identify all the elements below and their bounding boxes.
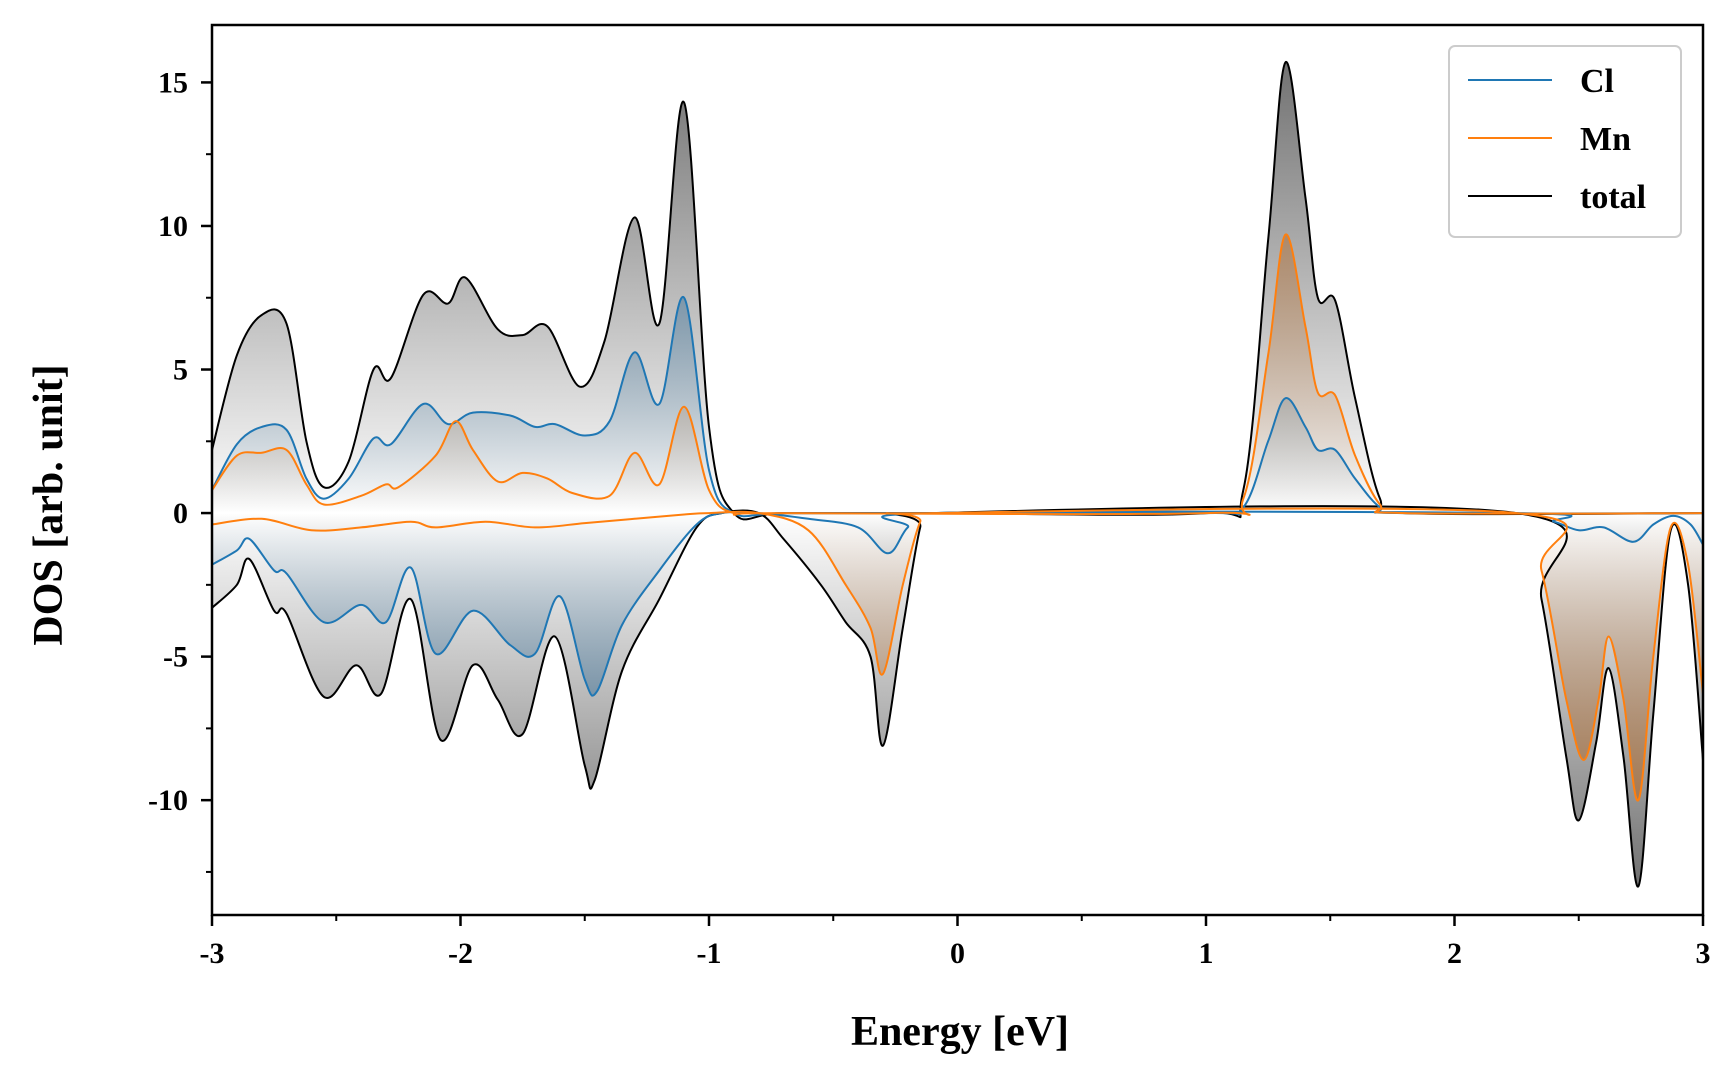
series-layer bbox=[211, 61, 1704, 888]
series-total-down-line bbox=[211, 505, 1704, 888]
y-tick-label: -10 bbox=[148, 784, 188, 817]
legend-box bbox=[1448, 45, 1682, 238]
legend-label-total: total bbox=[1580, 179, 1646, 216]
y-tick-label: 0 bbox=[173, 497, 188, 530]
x-tick-label: -1 bbox=[697, 937, 722, 970]
y-tick-label: 15 bbox=[158, 66, 188, 99]
x-axis-label: Energy [eV] bbox=[851, 1009, 1069, 1055]
x-tick-label: 1 bbox=[1199, 937, 1214, 970]
y-tick-label: -5 bbox=[163, 641, 188, 674]
series-mn-down-line bbox=[211, 507, 1704, 802]
series-cl-up-line bbox=[211, 296, 1704, 518]
x-tick-label: -2 bbox=[448, 937, 473, 970]
y-tick-label: 5 bbox=[173, 354, 188, 387]
legend-label-cl: Cl bbox=[1580, 63, 1614, 100]
x-tick-label: 0 bbox=[950, 937, 965, 970]
series-cl-down-line bbox=[211, 510, 1704, 697]
legend: Cl Mn total bbox=[1448, 45, 1682, 238]
series-mn-up-line bbox=[211, 233, 1704, 516]
series-cl-down-fill bbox=[212, 511, 1703, 696]
y-axis-label: DOS [arb. unit] bbox=[26, 364, 72, 645]
x-tick-label: -3 bbox=[200, 937, 225, 970]
x-tick-label: 3 bbox=[1696, 937, 1711, 970]
x-tick-label: 2 bbox=[1447, 937, 1462, 970]
series-mn-up-fill bbox=[212, 234, 1703, 515]
legend-label-mn: Mn bbox=[1580, 121, 1631, 158]
y-tick-label: 10 bbox=[158, 210, 188, 243]
series-total-up-line bbox=[211, 61, 1704, 521]
